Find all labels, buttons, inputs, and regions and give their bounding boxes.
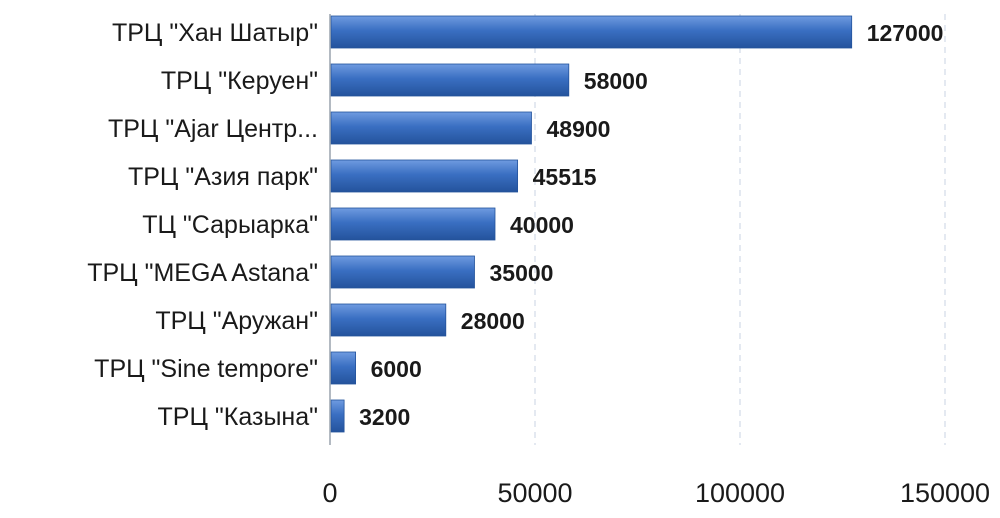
data-label: 35000 [490,260,554,286]
category-label: ТРЦ "Керуен" [161,67,318,95]
category-label: ТРЦ "Sine tempore" [94,355,318,383]
data-label: 40000 [510,212,574,238]
data-label: 127000 [867,20,944,46]
category-label: ТРЦ "Азия парк" [128,163,318,191]
bar [330,255,475,289]
bar [330,303,447,337]
bar [330,351,357,385]
category-label: ТРЦ "Хан Шатыр" [112,19,318,47]
category-label: ТРЦ "MEGA Astana" [87,259,318,287]
bar [330,207,496,241]
x-tick-label: 150000 [900,478,990,508]
bars [330,15,853,433]
data-label: 6000 [371,356,422,382]
x-tick-label: 50000 [497,478,572,508]
data-labels: 127000 58000 48900 45515 40000 35000 28000 6000… [359,20,943,430]
bar [330,399,345,433]
data-label: 45515 [533,164,597,190]
data-label: 58000 [584,68,648,94]
category-label: ТРЦ "Ajar Центр... [108,115,318,143]
bar [330,111,532,145]
bar [330,159,519,193]
data-label: 28000 [461,308,525,334]
category-labels: ТРЦ "Хан Шатыр" ТРЦ "Керуен" ТРЦ "Ajar Цен… [87,19,318,431]
x-tick-label: 100000 [695,478,785,508]
category-label: ТРЦ "Казына" [158,403,318,431]
data-label: 48900 [546,116,610,142]
x-tick-label: 0 [322,478,337,508]
bar [330,15,853,49]
x-axis: 0 50000 100000 150000 [322,14,990,508]
category-label: ТЦ "Сарыарка" [142,211,318,239]
data-label: 3200 [359,404,410,430]
bar [330,63,570,97]
category-label: ТРЦ "Аружан" [155,307,318,335]
